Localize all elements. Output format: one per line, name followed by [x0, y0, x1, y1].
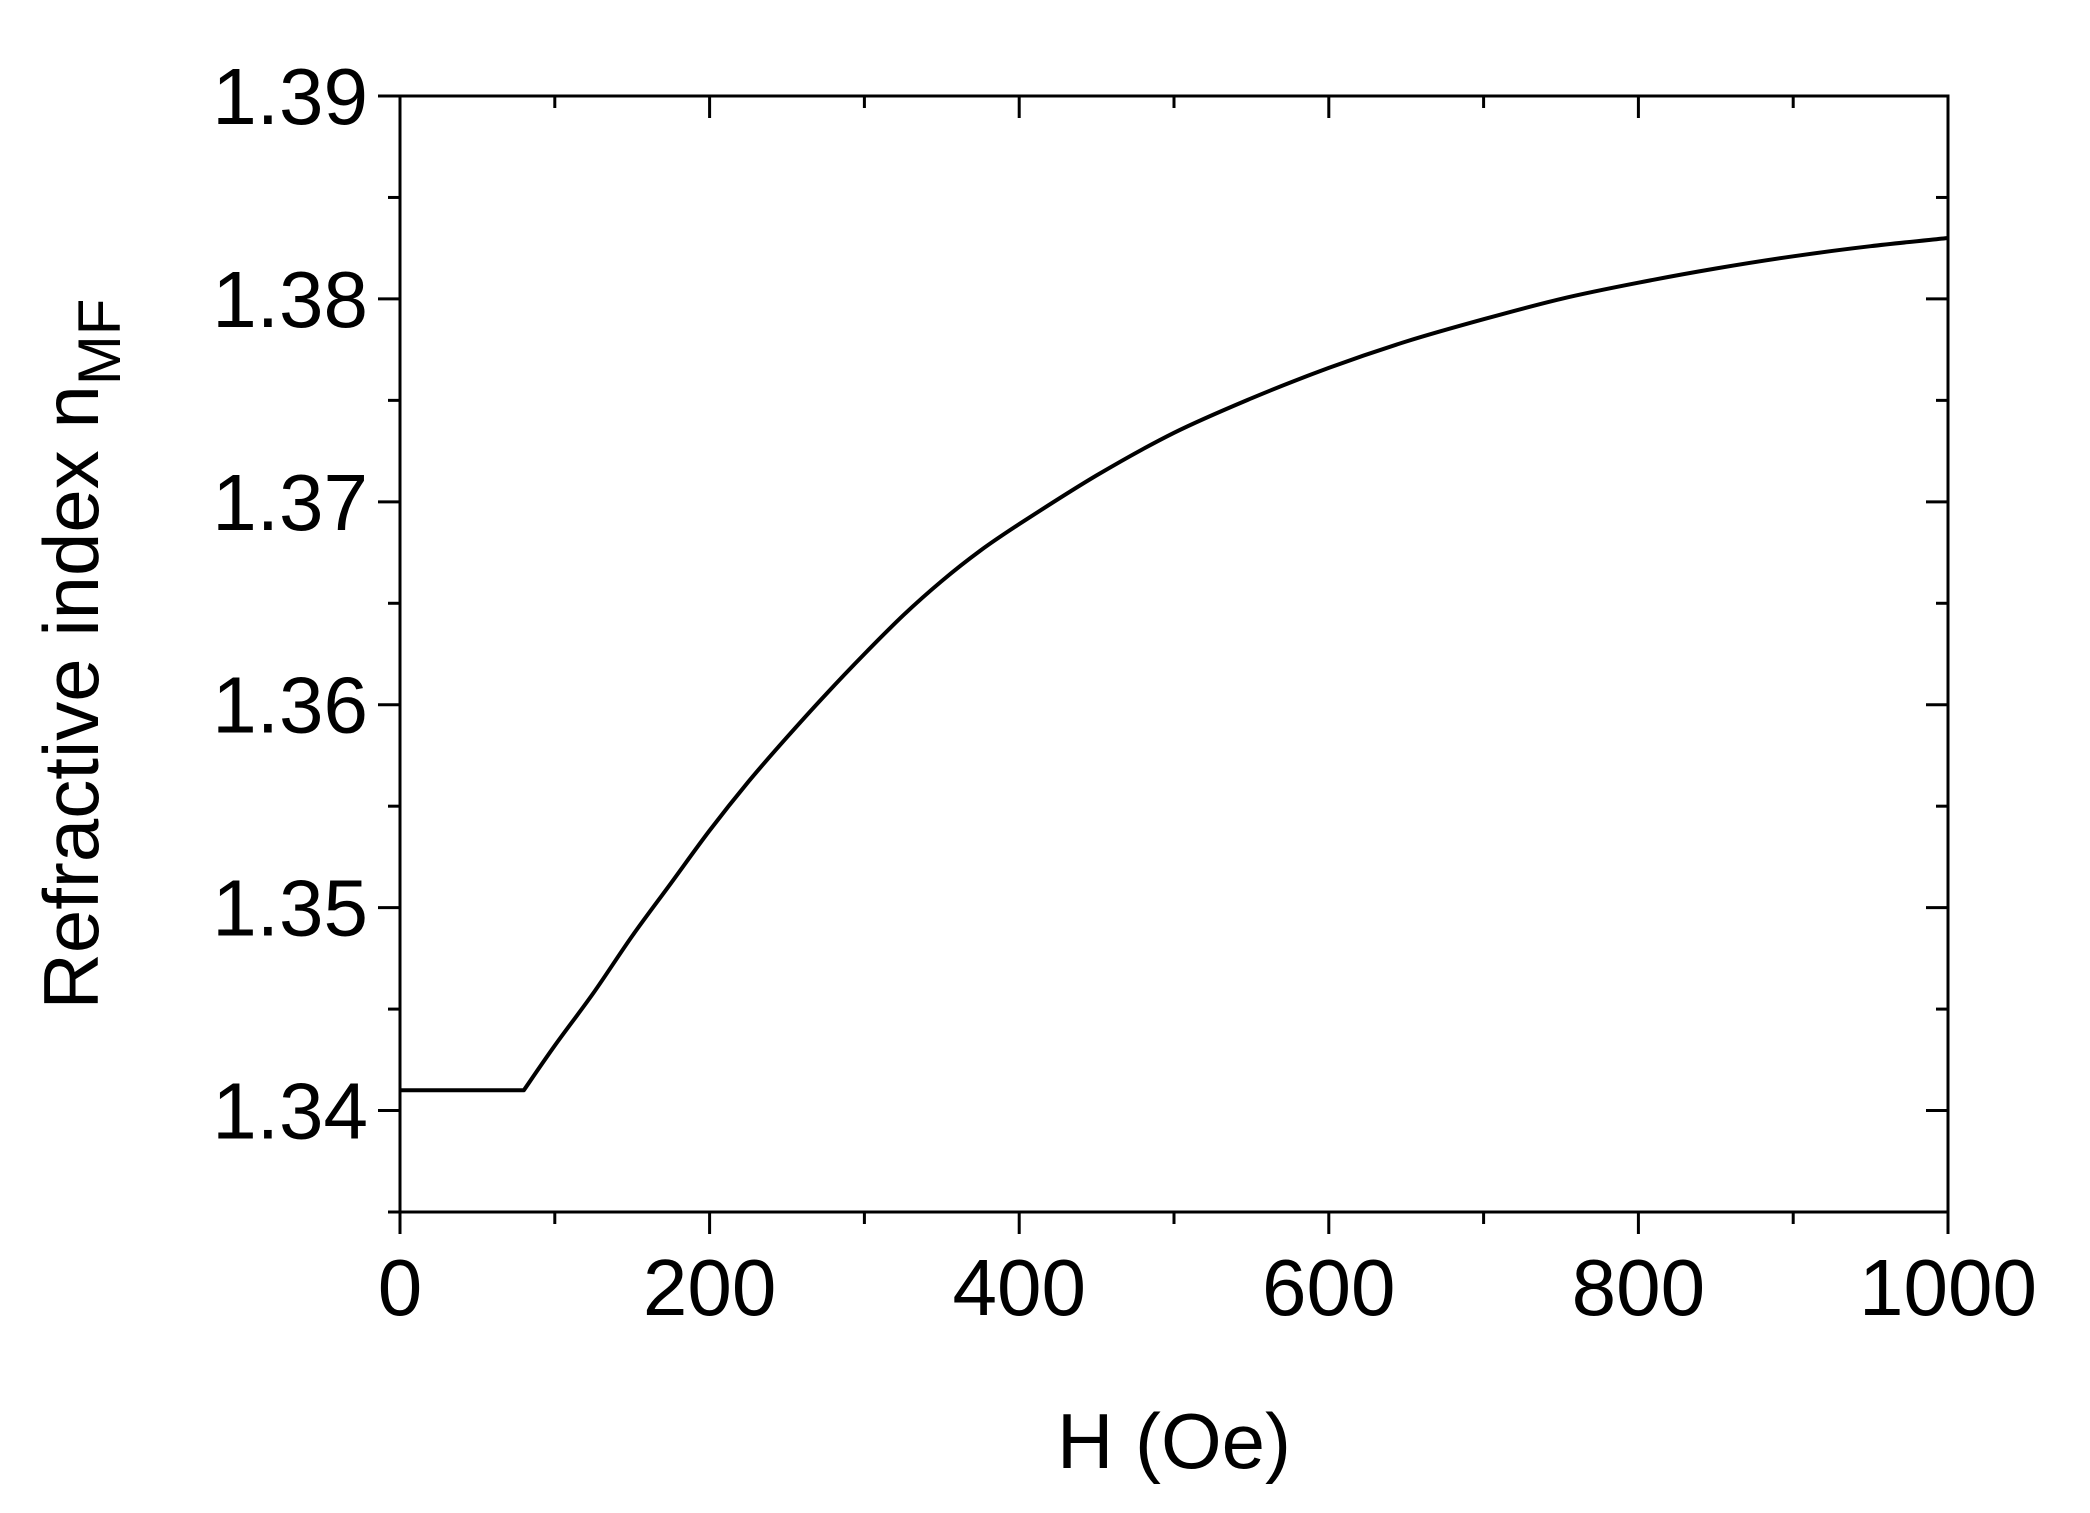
series-layer — [400, 236, 1949, 1093]
y-tick-label: 1.39 — [212, 52, 368, 141]
x-axis-title: H (Oe) — [1057, 1397, 1291, 1485]
x-tick-label: 800 — [1572, 1243, 1705, 1332]
y-axis-title: Refractive index nMF — [27, 299, 133, 1010]
x-tick-label: 1000 — [1859, 1243, 2037, 1332]
x-ticks: 0 200 400 600 800 1000 — [378, 96, 2037, 1332]
plot-frame — [398, 94, 1950, 1214]
y-tick-label: 1.35 — [212, 864, 368, 953]
x-tick-label: 200 — [643, 1243, 776, 1332]
y-ticks: 1.34 1.35 1.36 1.37 1.38 1.39 — [212, 52, 1948, 1214]
y-tick-label: 1.37 — [212, 458, 368, 547]
x-tick-label: 0 — [378, 1243, 423, 1332]
y-axis-title-main: Refractive index n — [27, 385, 115, 1009]
y-tick-label: 1.34 — [212, 1067, 368, 1156]
y-tick-label: 1.36 — [212, 661, 368, 750]
y-tick-label: 1.38 — [212, 255, 368, 344]
series-line — [400, 236, 1949, 1093]
y-axis-title-subscript: MF — [66, 299, 133, 386]
x-tick-label: 600 — [1262, 1243, 1395, 1332]
x-tick-label: 400 — [952, 1243, 1085, 1332]
